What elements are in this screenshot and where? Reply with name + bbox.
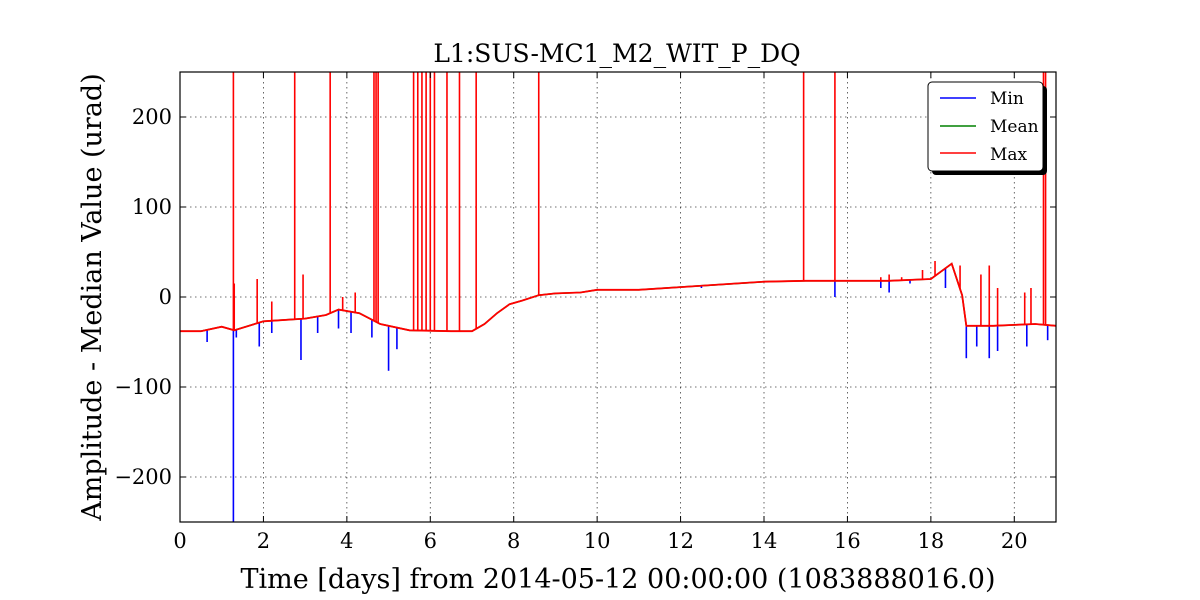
- legend-label-min: Min: [990, 89, 1024, 109]
- x-tick-label: 14: [751, 529, 778, 553]
- grid: [179, 72, 1056, 522]
- x-tick-label: 12: [667, 529, 694, 553]
- x-tick-label: 6: [424, 529, 437, 553]
- y-tick-label: −200: [114, 465, 172, 489]
- y-tick-label: 0: [159, 285, 172, 309]
- x-tick-label: 18: [917, 529, 944, 553]
- legend-box: [927, 81, 1044, 172]
- chart-title: L1:SUS-MC1_M2_WIT_P_DQ: [433, 39, 800, 68]
- x-tick-label: 2: [257, 529, 270, 553]
- x-tick-label: 0: [173, 529, 186, 553]
- max-line: [180, 262, 1056, 333]
- legend-label-mean: Mean: [990, 117, 1039, 137]
- x-tick-label: 10: [584, 529, 611, 553]
- legend: Min Mean Max: [927, 81, 1047, 175]
- x-tick-label: 20: [1001, 529, 1028, 553]
- legend-label-max: Max: [990, 145, 1028, 165]
- y-tick-label: 200: [132, 105, 172, 129]
- x-tick-label: 16: [834, 529, 861, 553]
- y-tick-label: −100: [114, 375, 172, 399]
- x-tick-label: 4: [340, 529, 353, 553]
- axis-ticks: 0 2 4 6 8 10 12 14 16 18 20 −200 −100 0 100 200: [114, 72, 1056, 553]
- plot-area: [180, 72, 1056, 522]
- y-axis-label: Amplitude - Median Value (urad): [77, 73, 108, 522]
- x-axis-label: Time [days] from 2014-05-12 00:00:00 (10…: [241, 564, 996, 595]
- x-tick-label: 8: [507, 529, 520, 553]
- y-tick-label: 100: [132, 195, 172, 219]
